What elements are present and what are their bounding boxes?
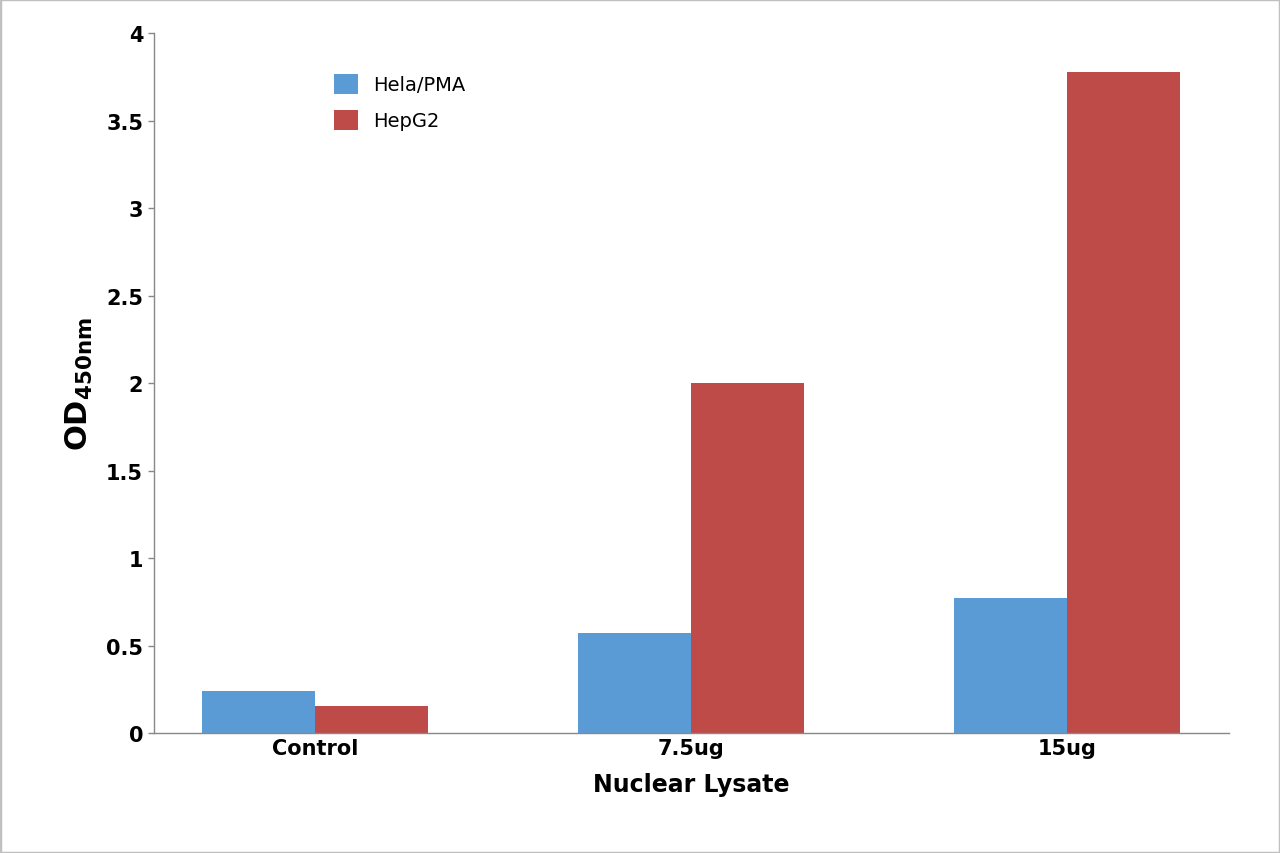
Bar: [202, 691, 315, 734]
Bar: [1068, 73, 1180, 734]
Bar: [315, 706, 428, 734]
Bar: [579, 633, 691, 734]
Bar: [955, 598, 1068, 734]
X-axis label: Nuclear Lysate: Nuclear Lysate: [593, 772, 790, 796]
Y-axis label: OD$_\mathbf{450nm}$: OD$_\mathbf{450nm}$: [64, 317, 95, 450]
Bar: [691, 384, 804, 734]
Legend: Hela/PMA, HepG2: Hela/PMA, HepG2: [325, 65, 475, 141]
